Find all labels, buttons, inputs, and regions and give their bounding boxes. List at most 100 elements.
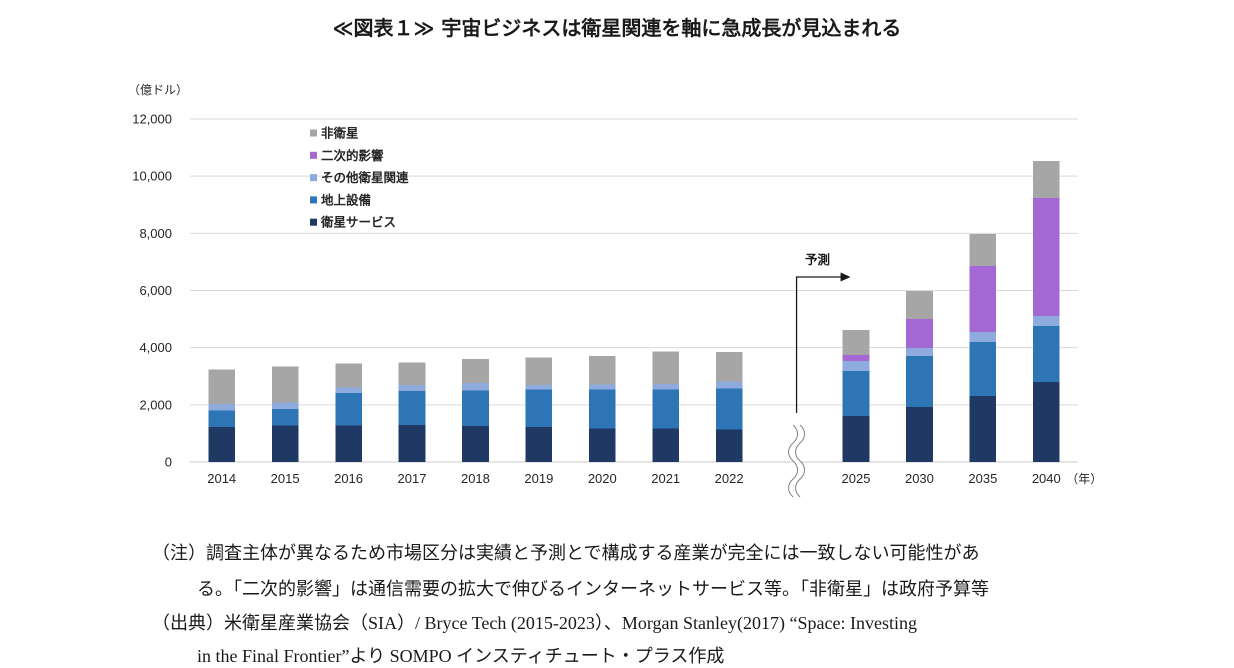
note-text: る。「二次的影響」は通信需要の拡大で伸びるインターネットサービス等。「非衛星」は…	[197, 579, 989, 599]
bar-satellite-services-2022	[715, 429, 743, 462]
axis-break-icon	[788, 422, 806, 500]
bar-ground-equipment-2021	[652, 389, 680, 429]
bar-other-satellite-related-2014	[208, 403, 236, 411]
bar-stack-2025	[842, 329, 870, 462]
bar-ground-equipment-2016	[335, 392, 362, 426]
bar-ground-equipment-2040	[1032, 325, 1060, 382]
bar-non-satellite-2025	[842, 329, 870, 356]
bar-ground-equipment-2022	[715, 388, 743, 430]
note-line: る。「二次的影響」は通信需要の拡大で伸びるインターネットサービス等。「非衛星」は…	[197, 578, 989, 600]
x-tick-label-2040: 2040	[1032, 471, 1061, 486]
bar-satellite-services-2025	[842, 415, 870, 462]
x-tick-label-2022: 2022	[715, 471, 744, 486]
x-tick-label-2015: 2015	[271, 471, 300, 486]
bar-non-satellite-2019	[525, 357, 553, 385]
legend-label: 二次的影響	[321, 148, 384, 163]
bar-non-satellite-2040	[1032, 161, 1060, 198]
bar-satellite-services-2019	[525, 426, 553, 462]
y-tick-label: 2,000	[139, 397, 172, 412]
legend-swatch	[310, 129, 317, 137]
bar-stack-2017	[398, 362, 426, 462]
stacked-bar-chart: 0 2,000 4,000 6,000 8,000 10,000 12,000 （億ドル） 20…	[128, 83, 1103, 500]
legend-swatch	[310, 196, 317, 204]
bar-stack-2019	[525, 357, 553, 462]
source-line: （出典）米衛星産業協会（SIA）/ Bryce Tech (2015-2023）…	[152, 612, 917, 634]
bar-satellite-services-2030	[906, 407, 933, 462]
bar-non-satellite-2014	[208, 369, 236, 404]
bar-non-satellite-2022	[715, 352, 743, 382]
bar-stack-2020	[588, 355, 616, 462]
y-tick-label: 10,000	[132, 169, 172, 184]
axis-break-line	[795, 424, 806, 498]
legend-swatch	[310, 151, 317, 159]
axis-break-line	[788, 424, 799, 498]
x-tick-label-2017: 2017	[398, 471, 427, 486]
y-tick-label: 6,000	[139, 283, 172, 298]
bar-other-satellite-related-2022	[715, 381, 743, 389]
bar-satellite-services-2014	[208, 426, 236, 462]
bar-non-satellite-2015	[271, 366, 299, 403]
bar-other-satellite-related-2016	[335, 387, 362, 393]
legend-item-ground-equipment: 地上設備	[310, 192, 372, 207]
x-tick-label-2020: 2020	[588, 471, 617, 486]
y-tick-label: 8,000	[139, 226, 172, 241]
bar-stack-2018	[462, 359, 489, 462]
x-tick-label-2025: 2025	[842, 471, 871, 486]
chart-title: ≪図表１≫ 宇宙ビジネスは衛星関連を軸に急成長が見込まれる	[332, 16, 902, 40]
legend-label: 非衛星	[321, 126, 359, 141]
arrow-right-icon	[840, 272, 851, 282]
y-tick-label: 4,000	[139, 340, 172, 355]
y-tick-label: 0	[165, 455, 172, 470]
axis-break-gap	[788, 422, 805, 500]
bar-stack-2022	[715, 352, 743, 462]
bar-satellite-services-2015	[271, 425, 299, 462]
bar-other-satellite-related-2019	[525, 384, 553, 390]
bar-ground-equipment-2025	[842, 371, 870, 416]
bar-other-satellite-related-2020	[588, 384, 616, 390]
note-label: （注）	[152, 543, 206, 563]
x-axis: 2014 2015 2016 2017 2018 2019 2020 2021 2022 2025…	[207, 471, 1102, 486]
y-tick-label: 12,000	[132, 112, 172, 127]
bar-stack-2040	[1032, 161, 1060, 462]
forecast-arrow-line	[795, 276, 842, 413]
source-text: 米衛星産業協会（SIA）/ Bryce Tech (2015-2023）、Mor…	[224, 613, 917, 633]
legend-label: 地上設備	[321, 192, 372, 207]
y-axis-unit-label: （億ドル）	[128, 83, 188, 97]
bar-stack-2035	[969, 233, 997, 462]
x-tick-label-2019: 2019	[524, 471, 553, 486]
bar-stack-2014	[208, 369, 236, 462]
bar-satellite-services-2021	[652, 428, 680, 462]
bar-stack-2021	[652, 351, 680, 462]
bar-other-satellite-related-2018	[462, 382, 489, 391]
y-axis: 0 2,000 4,000 6,000 8,000 10,000 12,000 （億ドル）	[128, 83, 188, 470]
bar-satellite-services-2020	[588, 428, 616, 462]
bar-ground-equipment-2030	[906, 355, 933, 408]
bar-satellite-services-2035	[969, 395, 997, 462]
bar-other-satellite-related-2021	[652, 383, 680, 390]
bar-secondary-effects-2025	[842, 355, 870, 362]
x-tick-label-2016: 2016	[334, 471, 363, 486]
bar-secondary-effects-2030	[906, 319, 933, 348]
x-tick-label-2035: 2035	[968, 471, 997, 486]
bar-satellite-services-2017	[398, 425, 426, 462]
bar-stack-2015	[271, 366, 299, 462]
note-line: （注）調査主体が異なるため市場区分は実績と予測とで構成する産業が完全には一致しな…	[152, 542, 979, 564]
bar-satellite-services-2016	[335, 425, 362, 462]
note-text: 調査主体が異なるため市場区分は実績と予測とで構成する産業が完全には一致しない可能…	[206, 543, 980, 563]
forecast-arrow: 予測	[795, 252, 851, 413]
legend-item-non-satellite: 非衛星	[310, 126, 359, 141]
bar-non-satellite-2016	[335, 363, 362, 388]
source-line: in the Final Frontier”より SOMPO インスティチュート…	[197, 645, 724, 667]
legend-item-satellite-services: 衛星サービス	[310, 215, 396, 230]
bar-non-satellite-2018	[462, 359, 489, 383]
bar-other-satellite-related-2015	[271, 402, 299, 409]
x-tick-label-2018: 2018	[461, 471, 490, 486]
bar-ground-equipment-2014	[208, 410, 236, 427]
bar-secondary-effects-2035	[969, 265, 997, 332]
bar-ground-equipment-2015	[271, 408, 299, 426]
forecast-label: 予測	[805, 252, 830, 267]
bar-ground-equipment-2019	[525, 389, 553, 427]
bar-other-satellite-related-2017	[398, 385, 426, 391]
bar-stack-2016	[335, 363, 362, 462]
